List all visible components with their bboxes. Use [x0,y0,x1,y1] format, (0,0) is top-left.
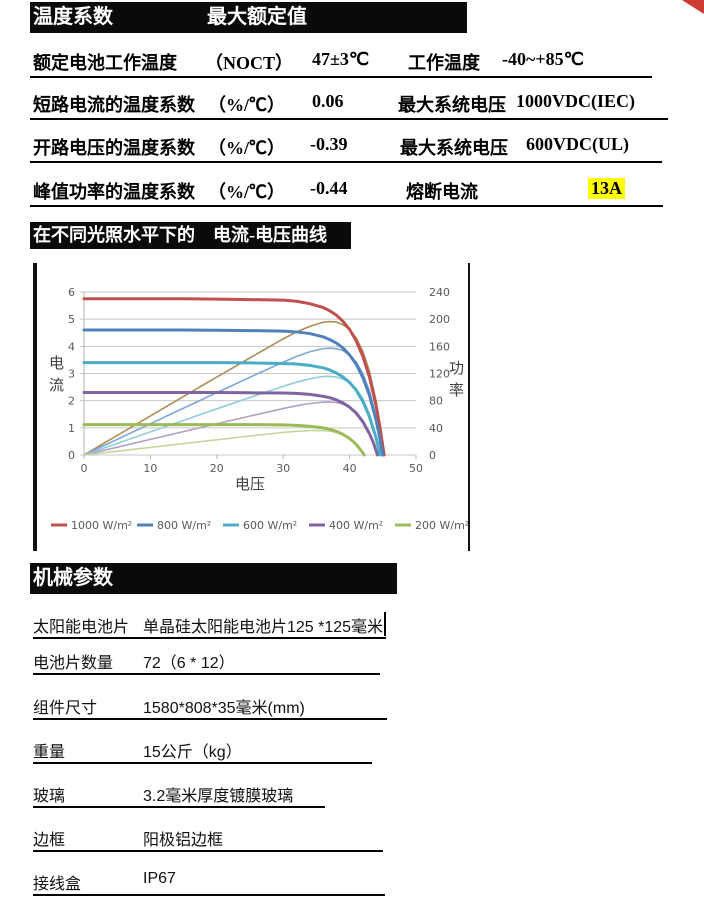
spec-label2: 最大系统电压 [398,95,506,115]
iv-curve-800 W/m² [82,328,385,457]
spec-row-voc-coeff: 开路电压的温度系数 （%/℃） -0.39 最大系统电压 600VDC(UL) [30,133,662,163]
power-curve-600 W/m² [83,375,381,456]
mech-value: 阳极铝边框 [143,832,224,849]
legend-label: 600 W/m² [243,519,297,532]
legend-label: 400 W/m² [329,519,383,532]
mech-row-cell-count: 电池片数量 72（6 * 12） [33,647,380,675]
iv-curve-header: 在不同光照水平下的 电流-电压曲线 [33,225,327,245]
spec-value: 0.06 [312,91,344,111]
mech-label: 电池片数量 [33,655,114,672]
x-axis-title: 电压 [235,475,265,493]
spec-value2: 600VDC(UL) [526,134,629,154]
legend-label: 800 W/m² [157,519,211,532]
right-axis-title: 功率 [449,359,464,399]
spec-value: -0.39 [310,134,348,154]
spec-row-noct: 额定电池工作温度 （NOCT） 47±3℃ 工作温度 -40~+85℃ [30,48,652,78]
spec-label: 短路电流的温度系数 [33,95,195,115]
iv-curve-header-bar: 在不同光照水平下的 电流-电压曲线 [30,222,351,249]
iv-curve-chart-frame: 0 10 20 30 40 50 0 1 2 3 4 5 6 0 40 80 120 160 200 240 电压 电流 功… [33,263,470,551]
right-tick-label: 0 [429,449,436,462]
spec-value2: -40~+85℃ [502,49,584,69]
mech-row-junction-box: 接线盒 IP67 [33,868,385,896]
left-tick-label: 4 [68,340,75,353]
mech-row-weight: 重量 15公斤（kg） [33,736,372,764]
spec-label: 开路电压的温度系数 [33,138,195,158]
iv-curve-200 W/m² [82,423,366,457]
x-tick-label: 30 [276,462,290,475]
mech-value: IP67 [143,870,176,887]
mech-value: 15公斤（kg） [143,744,242,761]
right-tick-label: 240 [429,286,450,299]
right-tick-label: 80 [429,395,443,408]
mech-row-cell-type: 太阳能电池片 单晶硅太阳能电池片125 *125毫米 [33,611,386,639]
mech-label: 组件尺寸 [33,700,98,717]
left-tick-label: 5 [68,313,75,326]
x-tick-label: 20 [210,462,224,475]
mech-label: 接线盒 [33,876,82,893]
mech-label: 重量 [33,744,66,761]
mechanical-header-bar: 机械参数 [30,563,397,594]
iv-power-chart: 0 10 20 30 40 50 0 1 2 3 4 5 6 0 40 80 120 160 200 240 电压 电流 功… [49,286,468,532]
mech-value: 72（6 * 12） [143,655,235,672]
spec-value2: 1000VDC(IEC) [516,91,635,111]
spec-unit: （%/℃） [208,95,286,115]
x-tick-label: 0 [81,462,88,475]
corner-red-triangle-icon [682,0,704,14]
mech-row-frame: 边框 阳极铝边框 [33,824,383,852]
spec-label: 峰值功率的温度系数 [33,182,195,202]
mech-row-dimensions: 组件尺寸 1580*808*35毫米(mm) [33,692,387,720]
max-rating-header: 最大额定值 [207,6,307,28]
spec-row-pmax-coeff: 峰值功率的温度系数 （%/℃） -0.44 熔断电流 13A [30,177,663,207]
power-curve-200 W/m² [83,429,365,456]
ratings-header-bar: 温度系数 最大额定值 [30,2,467,33]
spec-label2: 熔断电流 [406,182,478,202]
text-cursor [384,612,386,636]
x-tick-label: 50 [409,462,423,475]
spec-unit: （%/℃） [208,138,286,158]
right-tick-label: 160 [429,340,450,353]
right-tick-label: 200 [429,313,450,326]
x-tick-label: 40 [343,462,357,475]
left-tick-label: 3 [68,368,75,381]
left-axis-title: 电流 [49,354,64,394]
mech-label: 太阳能电池片 [33,619,130,636]
x-tick-label: 10 [143,462,157,475]
iv-curve-400 W/m² [82,391,379,457]
mechanical-header: 机械参数 [33,567,113,589]
power-curve-1000 W/m² [83,320,385,456]
mech-label: 玻璃 [33,788,66,805]
legend-label: 1000 W/m² [71,519,132,532]
spec-label2: 工作温度 [408,53,480,73]
iv-curve-600 W/m² [82,361,382,457]
spec-value: -0.44 [310,178,348,198]
mech-row-glass: 玻璃 3.2毫米厚度镀膜玻璃 [33,780,325,808]
spec-unit: （%/℃） [208,182,286,202]
right-tick-label: 120 [429,368,450,381]
spec-label: 额定电池工作温度 [33,53,177,73]
left-tick-label: 1 [68,422,75,435]
spec-row-isc-coeff: 短路电流的温度系数 （%/℃） 0.06 最大系统电压 1000VDC(IEC) [30,90,668,120]
legend-label: 200 W/m² [415,519,468,532]
iv-curve-1000 W/m² [82,297,386,457]
left-tick-label: 6 [68,286,75,299]
mech-value: 1580*808*35毫米(mm) [143,700,305,717]
spec-unit: （NOCT） [205,53,294,73]
right-tick-label: 40 [429,422,443,435]
spec-label2: 最大系统电压 [400,138,508,158]
power-curve-800 W/m² [83,347,384,456]
mech-value: 单晶硅太阳能电池片125 *125毫米 [143,619,384,636]
spec-value: 47±3℃ [312,49,370,69]
temperature-coefficient-header: 温度系数 [33,6,113,28]
mech-value: 3.2毫米厚度镀膜玻璃 [143,788,294,805]
fuse-current-highlight: 13A [588,178,625,199]
mech-label: 边框 [33,832,66,849]
left-tick-label: 2 [68,395,75,408]
left-tick-label: 0 [68,449,75,462]
